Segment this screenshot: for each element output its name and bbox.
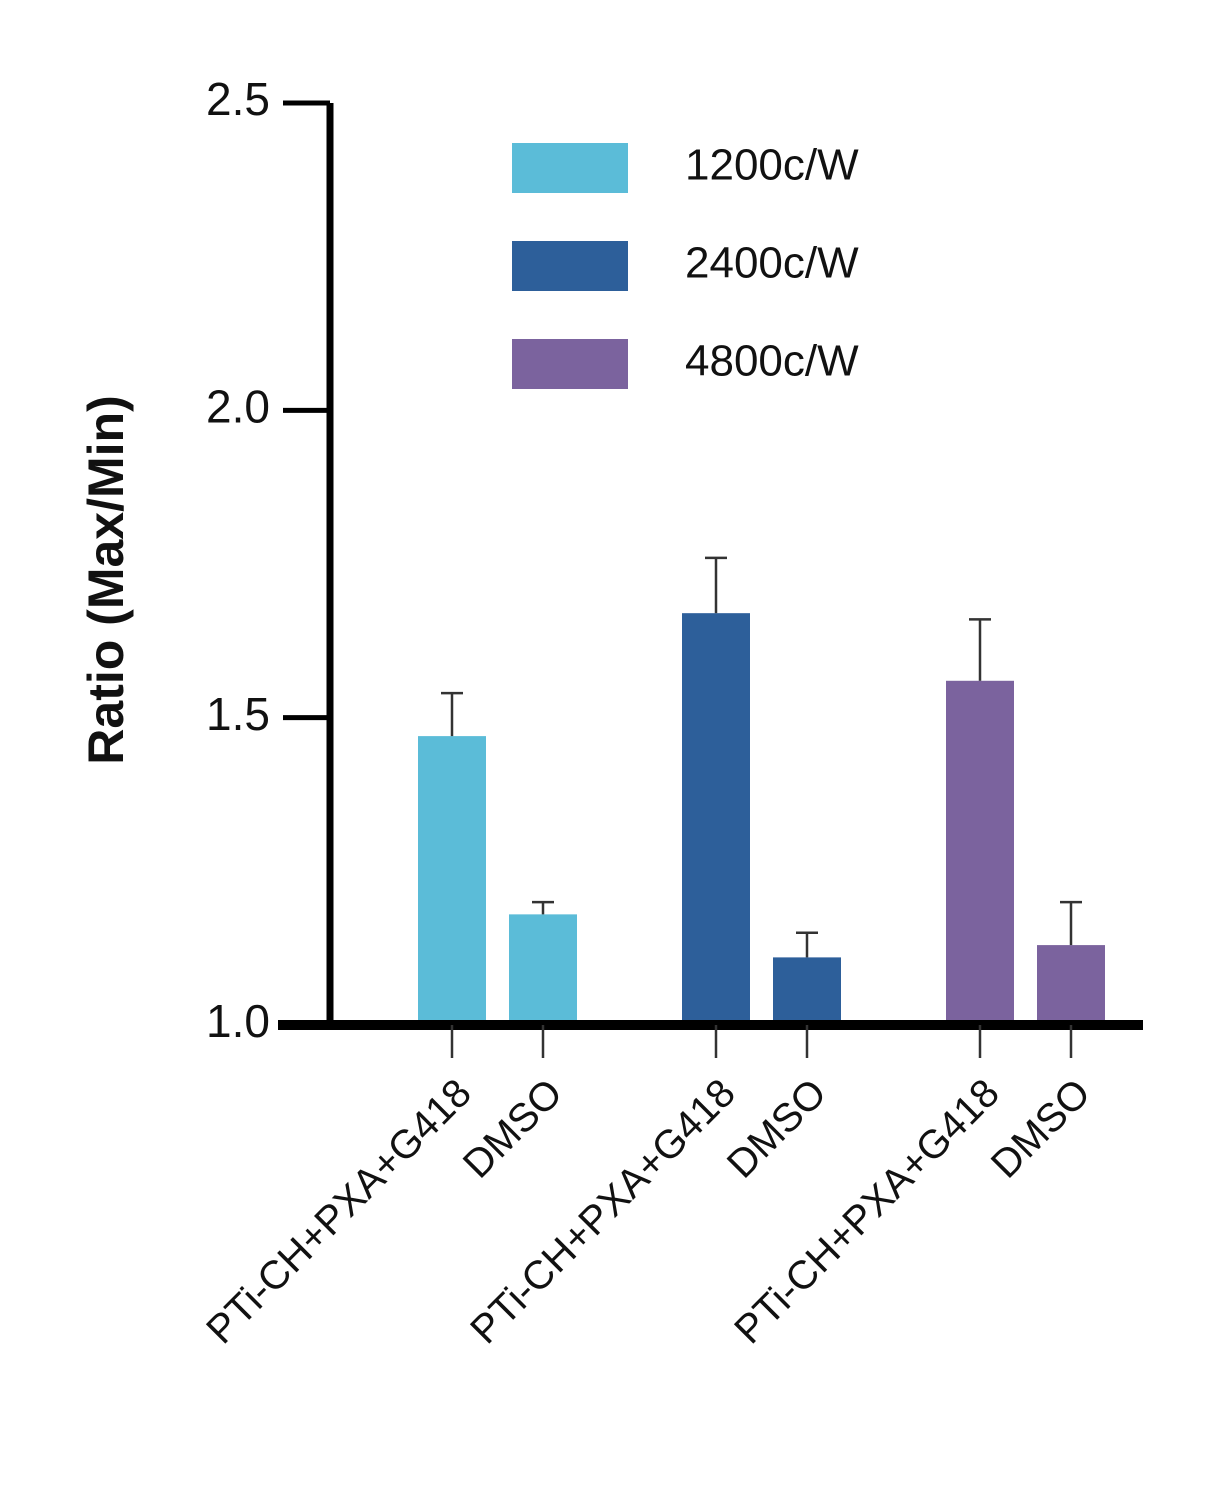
- legend-label: 4800c/W: [685, 337, 859, 386]
- legend-swatch: [512, 339, 628, 389]
- x-tick-label: DMSO: [719, 1071, 835, 1187]
- legend-label: 1200c/W: [685, 141, 859, 190]
- bar: [946, 680, 1014, 1025]
- y-tick-label: 1.5: [206, 688, 270, 740]
- y-tick-label: 2.0: [206, 380, 270, 432]
- legend-swatch: [512, 241, 628, 291]
- bar: [1037, 945, 1105, 1025]
- legend-label: 2400c/W: [685, 239, 859, 288]
- x-tick-label: PTi-CH+PXA+G418: [198, 1071, 480, 1353]
- bar: [773, 957, 841, 1025]
- y-tick-label: 1.0: [206, 995, 270, 1047]
- legend-swatch: [512, 143, 628, 193]
- x-tick-label: DMSO: [455, 1071, 571, 1187]
- y-axis-title: Ratio (Max/Min): [78, 395, 134, 764]
- y-tick-label: 2.5: [206, 73, 270, 125]
- x-tick-label: DMSO: [983, 1071, 1099, 1187]
- bar: [682, 613, 750, 1025]
- bar: [509, 914, 577, 1025]
- bar: [418, 736, 486, 1025]
